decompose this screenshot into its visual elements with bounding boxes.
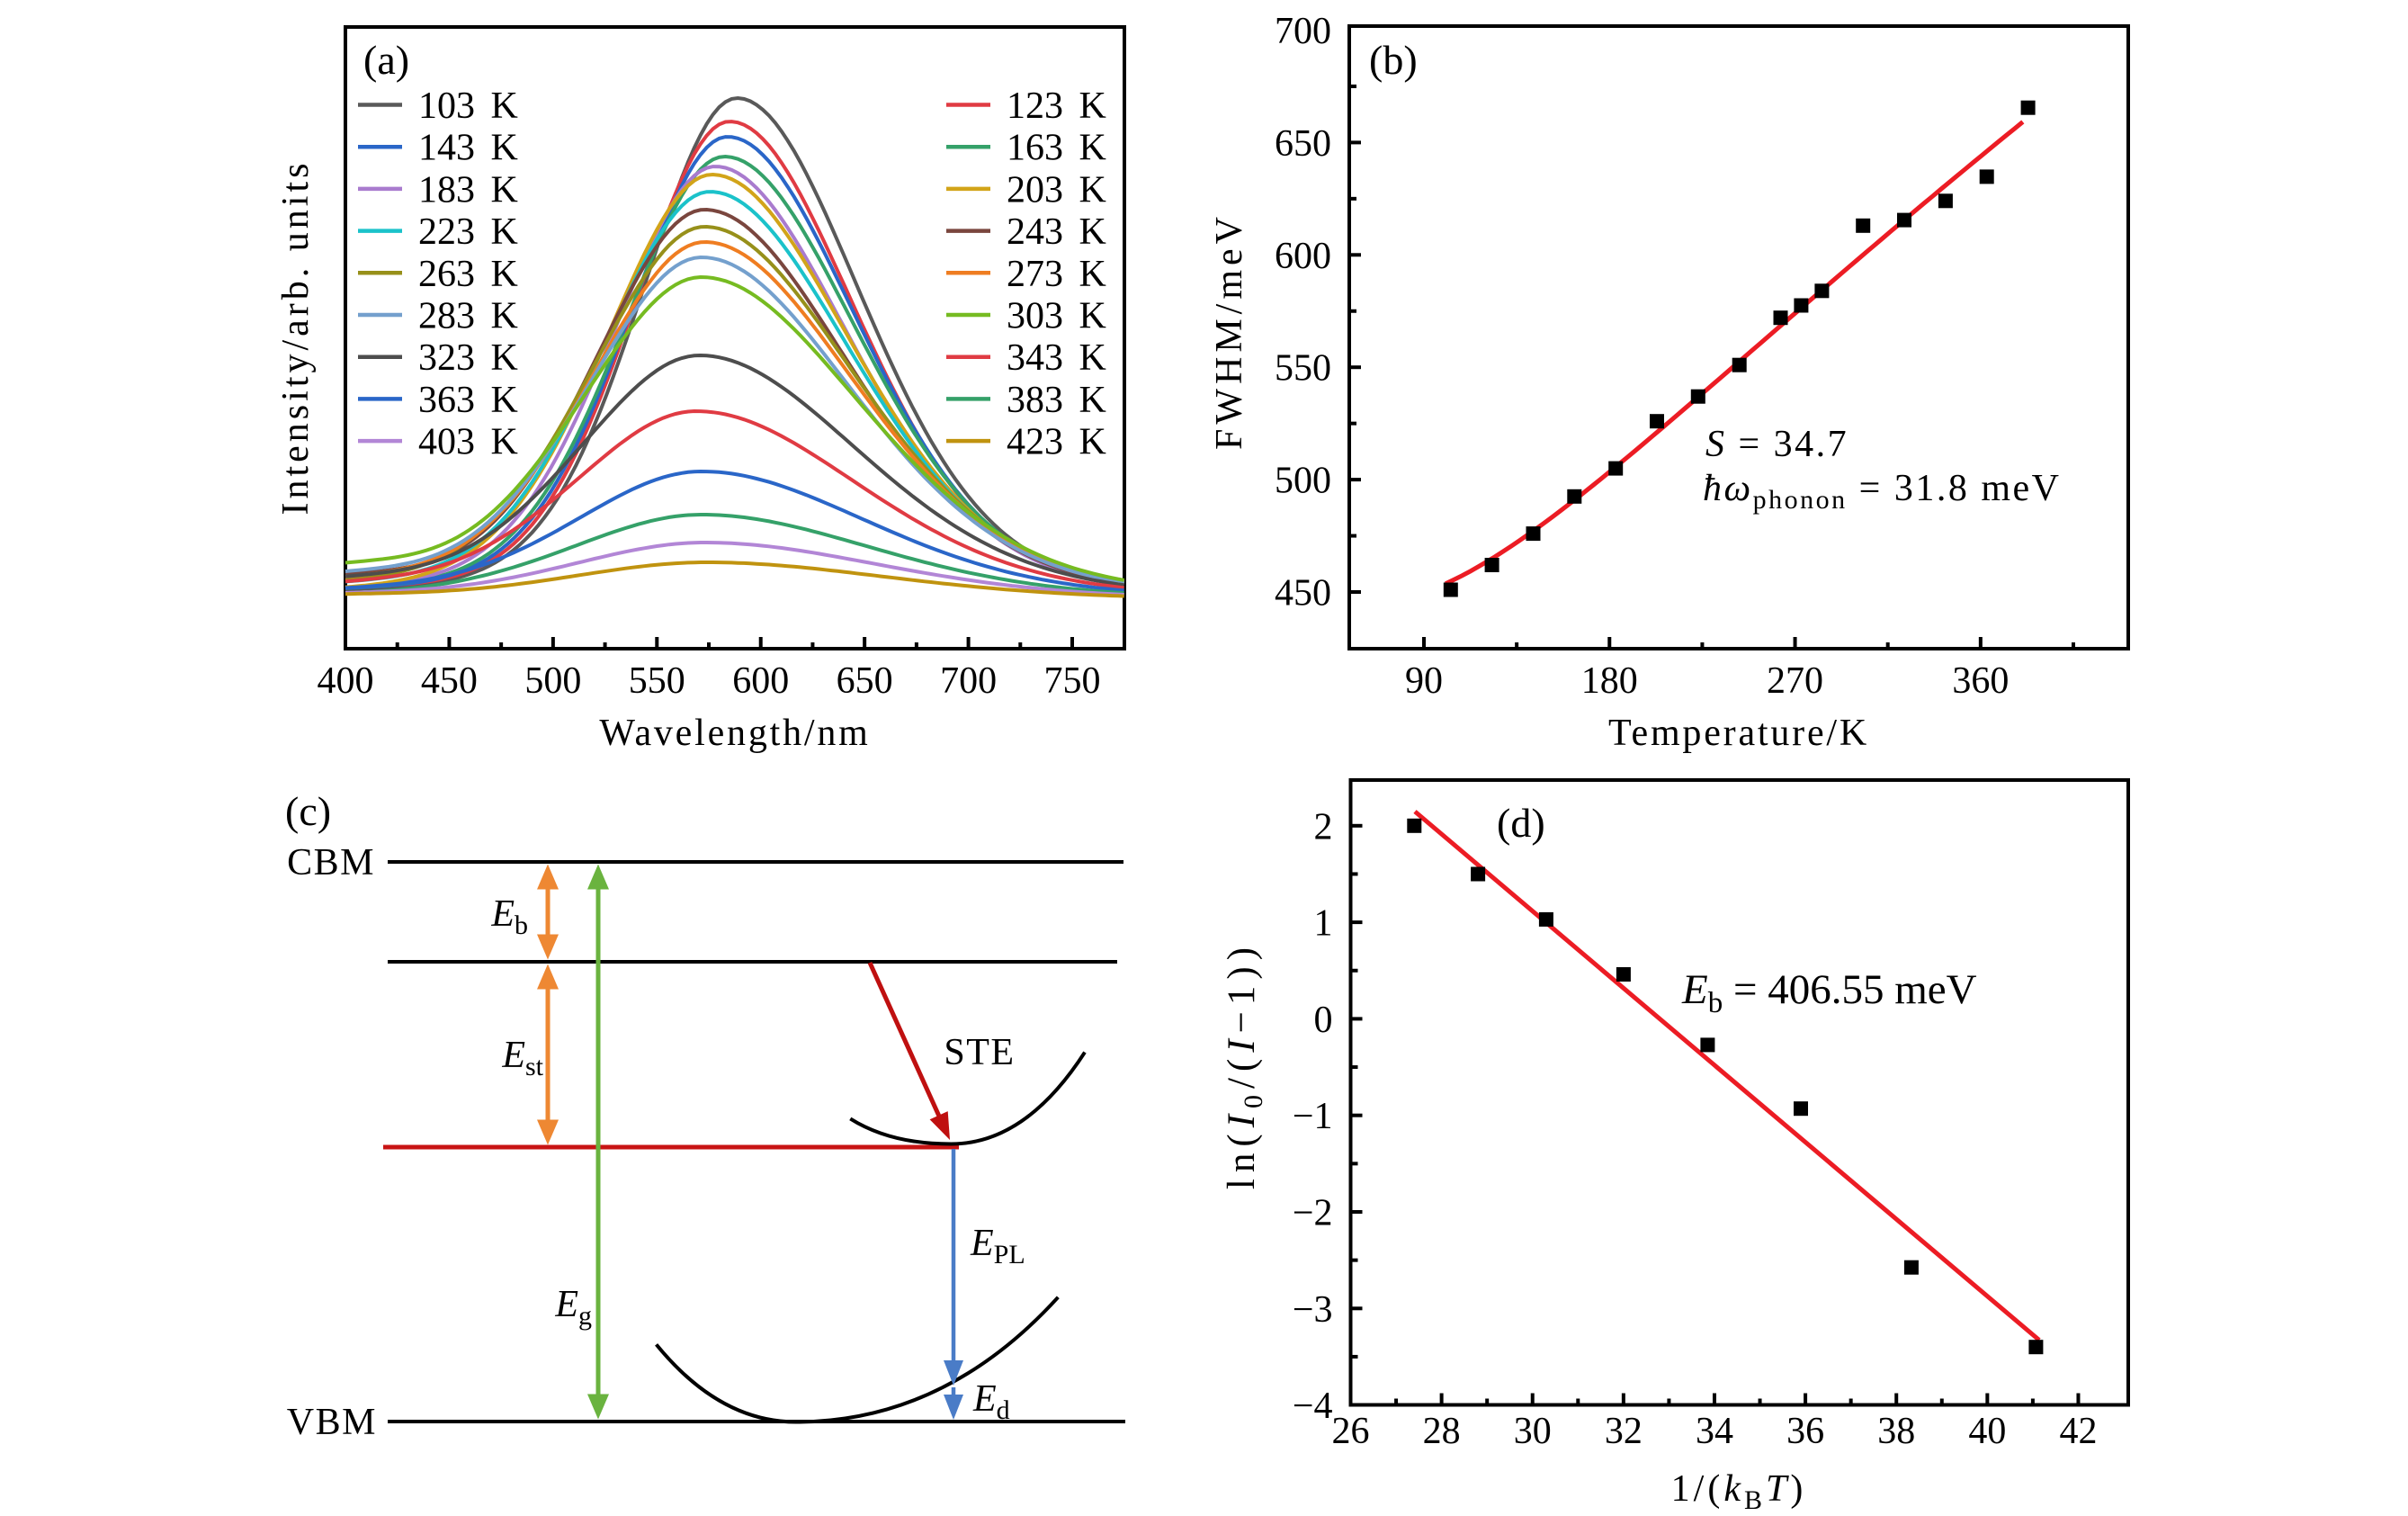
svg-text:423 K: 423 K [1007,422,1106,463]
svg-text:650: 650 [837,660,893,702]
svg-text:−2: −2 [1293,1193,1333,1234]
svg-text:−1: −1 [1293,1096,1333,1137]
svg-text:700: 700 [940,660,997,702]
svg-text:34: 34 [1696,1411,1733,1452]
svg-text:223 K: 223 K [418,211,518,253]
svg-text:650: 650 [1275,123,1331,165]
svg-text:32: 32 [1605,1411,1643,1452]
svg-text:500: 500 [524,660,581,702]
svg-text:363 K: 363 K [418,380,518,421]
svg-text:343 K: 343 K [1007,337,1106,379]
svg-text:750: 750 [1044,660,1101,702]
svg-text:123 K: 123 K [1007,85,1106,127]
svg-text:−3: −3 [1293,1289,1333,1331]
svg-text:600: 600 [1275,236,1331,277]
svg-text:Ed: Ed [972,1378,1010,1425]
svg-text:ħωphonon = 31.8 meV: ħωphonon = 31.8 meV [1703,468,2061,515]
svg-text:Eg: Eg [554,1284,592,1331]
svg-text:2: 2 [1314,806,1333,848]
svg-text:Eb = 406.55 meV: Eb = 406.55 meV [1681,966,1977,1019]
svg-text:VBM: VBM [287,1402,377,1443]
svg-text:36: 36 [1786,1411,1824,1452]
svg-text:42: 42 [2059,1411,2097,1452]
svg-text:Temperature/K: Temperature/K [1608,713,1869,754]
svg-text:0: 0 [1314,1000,1333,1041]
svg-text:S = 34.7: S = 34.7 [1705,424,1849,465]
svg-text:30: 30 [1514,1411,1552,1452]
svg-text:Wavelength/nm: Wavelength/nm [599,713,870,754]
svg-text:263 K: 263 K [418,254,518,295]
svg-text:270: 270 [1767,660,1823,702]
svg-text:EPL: EPL [970,1223,1025,1269]
svg-text:383 K: 383 K [1007,380,1106,421]
svg-text:450: 450 [421,660,478,702]
svg-text:323 K: 323 K [418,337,518,379]
svg-text:Intensity/arb. units: Intensity/arb. units [275,160,317,516]
svg-text:273 K: 273 K [1007,254,1106,295]
svg-text:FWHM/meV: FWHM/meV [1209,212,1250,450]
svg-text:550: 550 [1275,348,1331,390]
svg-text:(b): (b) [1369,37,1418,83]
svg-text:1/(kBT): 1/(kBT) [1671,1468,1807,1515]
svg-text:163 K: 163 K [1007,128,1106,169]
svg-text:180: 180 [1581,660,1638,702]
svg-text:600: 600 [732,660,789,702]
svg-text:28: 28 [1423,1411,1461,1452]
svg-text:450: 450 [1275,573,1331,614]
svg-text:26: 26 [1332,1411,1370,1452]
svg-text:38: 38 [1877,1411,1915,1452]
svg-text:CBM: CBM [287,842,375,884]
svg-text:1: 1 [1314,903,1333,945]
svg-text:40: 40 [1968,1411,2006,1452]
svg-text:400: 400 [318,660,374,702]
svg-text:103 K: 103 K [418,85,518,127]
svg-text:550: 550 [629,660,685,702]
svg-text:90: 90 [1405,660,1443,702]
svg-text:−4: −4 [1293,1386,1333,1427]
svg-text:243 K: 243 K [1007,211,1106,253]
svg-text:Est: Est [501,1035,543,1081]
svg-text:700: 700 [1275,11,1331,52]
svg-text:143 K: 143 K [418,128,518,169]
svg-text:(c): (c) [285,788,331,834]
svg-text:STE: STE [944,1032,1015,1073]
svg-text:Eb: Eb [490,893,528,940]
svg-text:ln(I0/(I−1)): ln(I0/(I−1)) [1221,941,1268,1189]
svg-text:403 K: 403 K [418,422,518,463]
svg-text:203 K: 203 K [1007,169,1106,211]
svg-text:303 K: 303 K [1007,296,1106,337]
svg-text:183 K: 183 K [418,169,518,211]
svg-text:500: 500 [1275,461,1331,502]
svg-text:360: 360 [1952,660,2009,702]
svg-text:(d): (d) [1497,800,1545,846]
svg-text:(a): (a) [363,37,409,83]
svg-text:283 K: 283 K [418,296,518,337]
